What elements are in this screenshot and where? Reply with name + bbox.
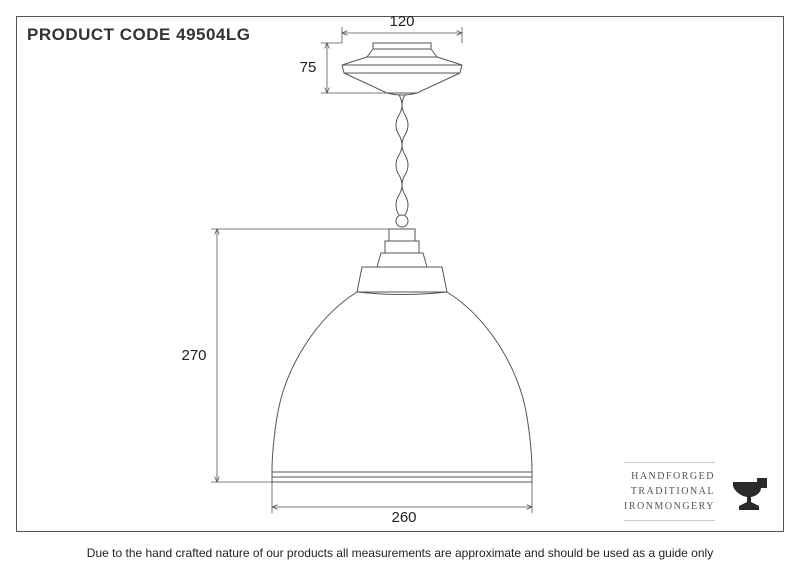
drawing-frame: PRODUCT CODE 49504LG — [16, 16, 784, 532]
dim-ceiling-width: 120 — [387, 13, 417, 30]
brand-line3: IRONMONGERY — [624, 499, 715, 514]
brand-line2: TRADITIONAL — [624, 484, 715, 499]
brand-line1: HANDFORGED — [624, 469, 715, 484]
pendant-light-diagram — [17, 17, 785, 533]
disclaimer-text: Due to the hand crafted nature of our pr… — [0, 546, 800, 560]
brand-block: HANDFORGED TRADITIONAL IRONMONGERY — [624, 462, 769, 521]
dim-shade-width: 260 — [387, 509, 421, 526]
brand-text: HANDFORGED TRADITIONAL IRONMONGERY — [624, 462, 715, 521]
anvil-logo-icon — [729, 472, 769, 512]
dim-shade-height: 270 — [177, 347, 211, 364]
dim-ceiling-height: 75 — [295, 59, 321, 76]
